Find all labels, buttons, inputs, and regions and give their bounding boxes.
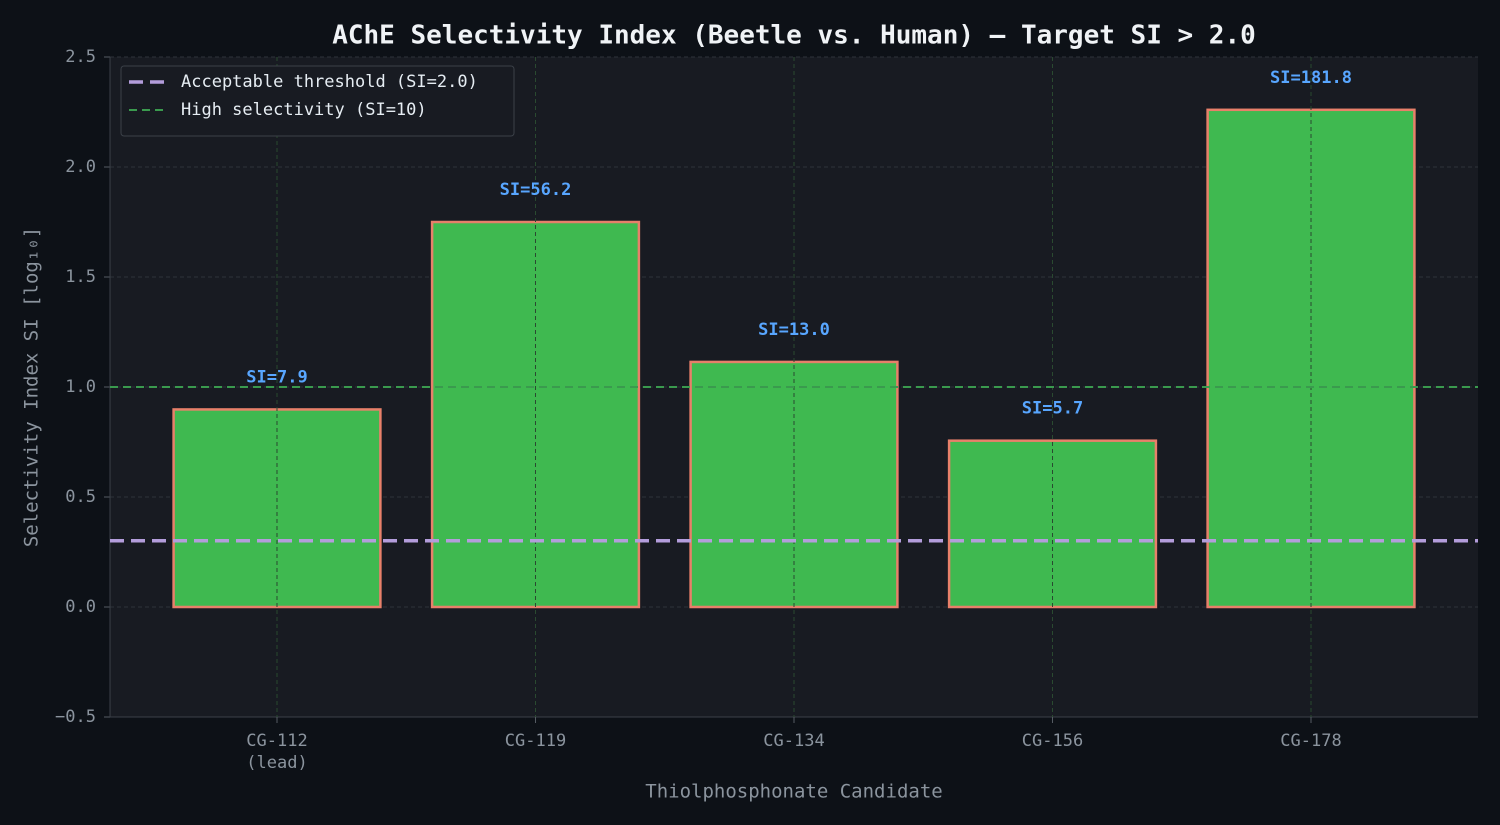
value-label: SI=7.9 <box>246 367 307 387</box>
legend-label: High selectivity (SI=10) <box>181 100 427 120</box>
chart-title: AChE Selectivity Index (Beetle vs. Human… <box>332 21 1256 51</box>
y-tick-label: 2.5 <box>65 47 96 67</box>
value-label: SI=56.2 <box>500 180 572 200</box>
value-label: SI=5.7 <box>1022 399 1083 419</box>
legend-box <box>120 65 515 137</box>
x-tick-label: CG-156 <box>1022 731 1083 751</box>
x-tick-label: CG-178 <box>1280 731 1341 751</box>
y-axis-label: Selectivity Index SI [log₁₀] <box>21 227 43 547</box>
legend-label: Acceptable threshold (SI=2.0) <box>181 72 478 92</box>
value-label: SI=13.0 <box>758 320 830 340</box>
x-axis-label: Thiolphosphonate Candidate <box>645 781 942 803</box>
y-tick-label: 0.0 <box>65 597 96 617</box>
bar <box>947 439 1158 609</box>
y-tick-label: −0.5 <box>55 707 96 727</box>
value-label: SI=181.8 <box>1270 68 1352 88</box>
x-tick-label: CG-112 (lead) <box>246 731 307 773</box>
y-tick-label: 1.5 <box>65 267 96 287</box>
x-tick-label: CG-134 <box>763 731 824 751</box>
y-tick-label: 1.0 <box>65 377 96 397</box>
x-tick-label: CG-119 <box>505 731 566 751</box>
y-tick-label: 2.0 <box>65 157 96 177</box>
y-tick-label: 0.5 <box>65 487 96 507</box>
